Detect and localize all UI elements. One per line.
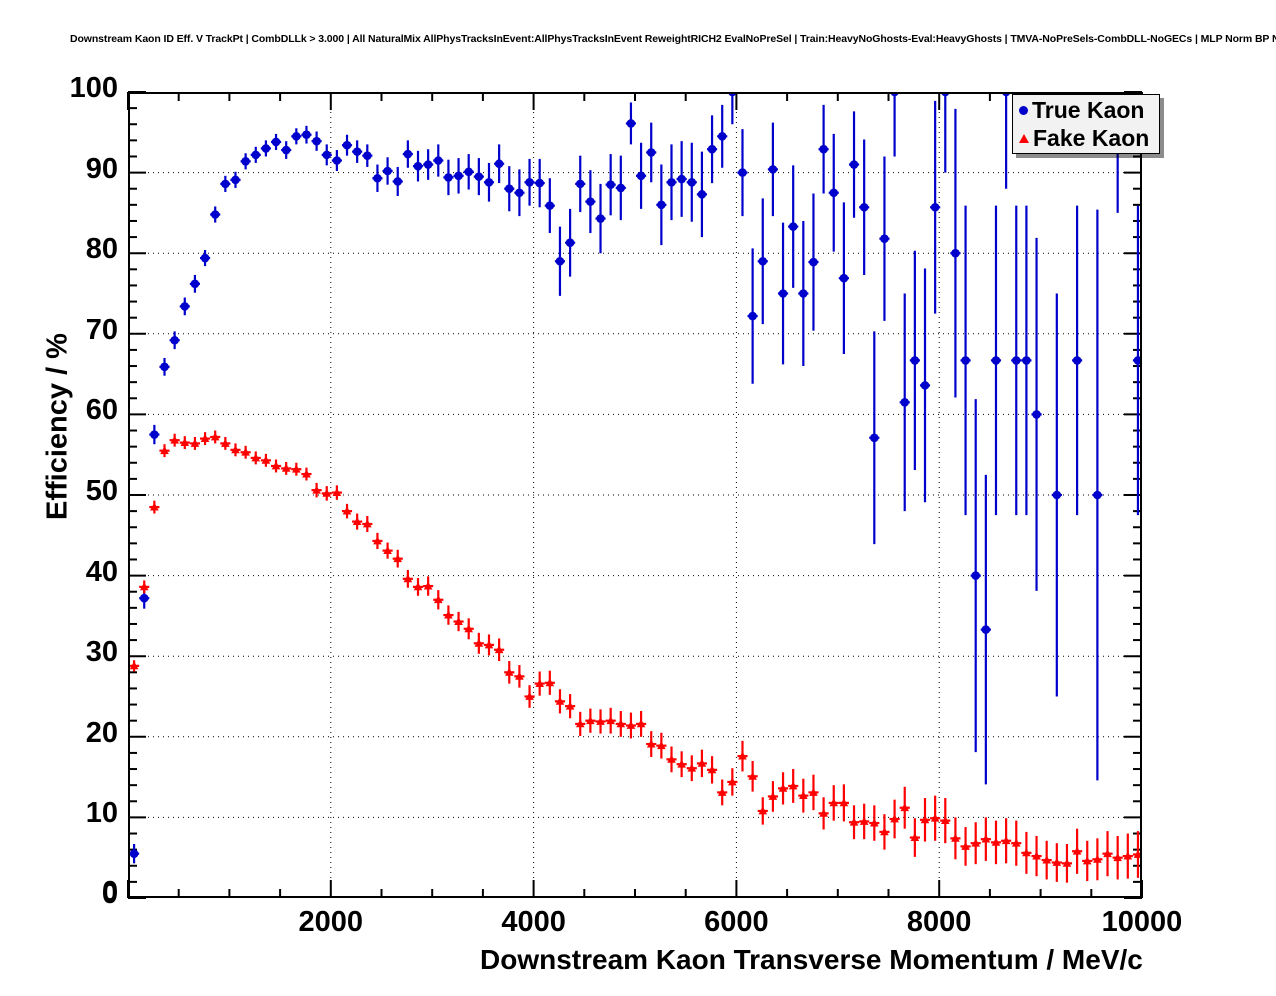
legend: True Kaon Fake Kaon [1012,94,1160,154]
legend-label-fake-kaon: Fake Kaon [1033,125,1150,151]
legend-item-true-kaon: True Kaon [1019,96,1144,125]
y-tick-label: 90 [85,152,118,185]
y-tick-label: 60 [85,394,118,427]
x-tick-label: 2000 [298,906,364,938]
y-tick-label: 30 [85,636,118,669]
data-points [129,92,1142,883]
legend-label-true-kaon: True Kaon [1032,97,1145,123]
x-tick-label: 4000 [501,906,566,938]
y-tick-label: 80 [85,233,118,266]
x-tick-label: 10000 [1101,906,1183,938]
x-tick-label: 8000 [906,906,972,938]
x-axis-title: Downstream Kaon Transverse Momentum / Me… [480,944,1143,975]
y-tick-label: 100 [69,72,118,104]
y-tick-label: 0 [101,878,118,910]
x-tick-label-zero: 0 [102,876,119,908]
plot-frame [128,92,1142,898]
plot-title: Downstream Kaon ID Eff. V TrackPt | Comb… [70,33,1276,45]
y-tick-label: 50 [85,475,118,507]
legend-item-fake-kaon: Fake Kaon [1019,124,1149,153]
y-tick-label: 40 [85,555,118,588]
y-tick-label: 10 [85,797,118,830]
x-tick-label: 6000 [704,906,769,938]
blue-circle-marker-icon [1019,106,1028,115]
red-triangle-marker-icon [1019,134,1029,143]
y-tick-label: 70 [85,313,118,346]
y-tick-label: 20 [85,716,118,749]
